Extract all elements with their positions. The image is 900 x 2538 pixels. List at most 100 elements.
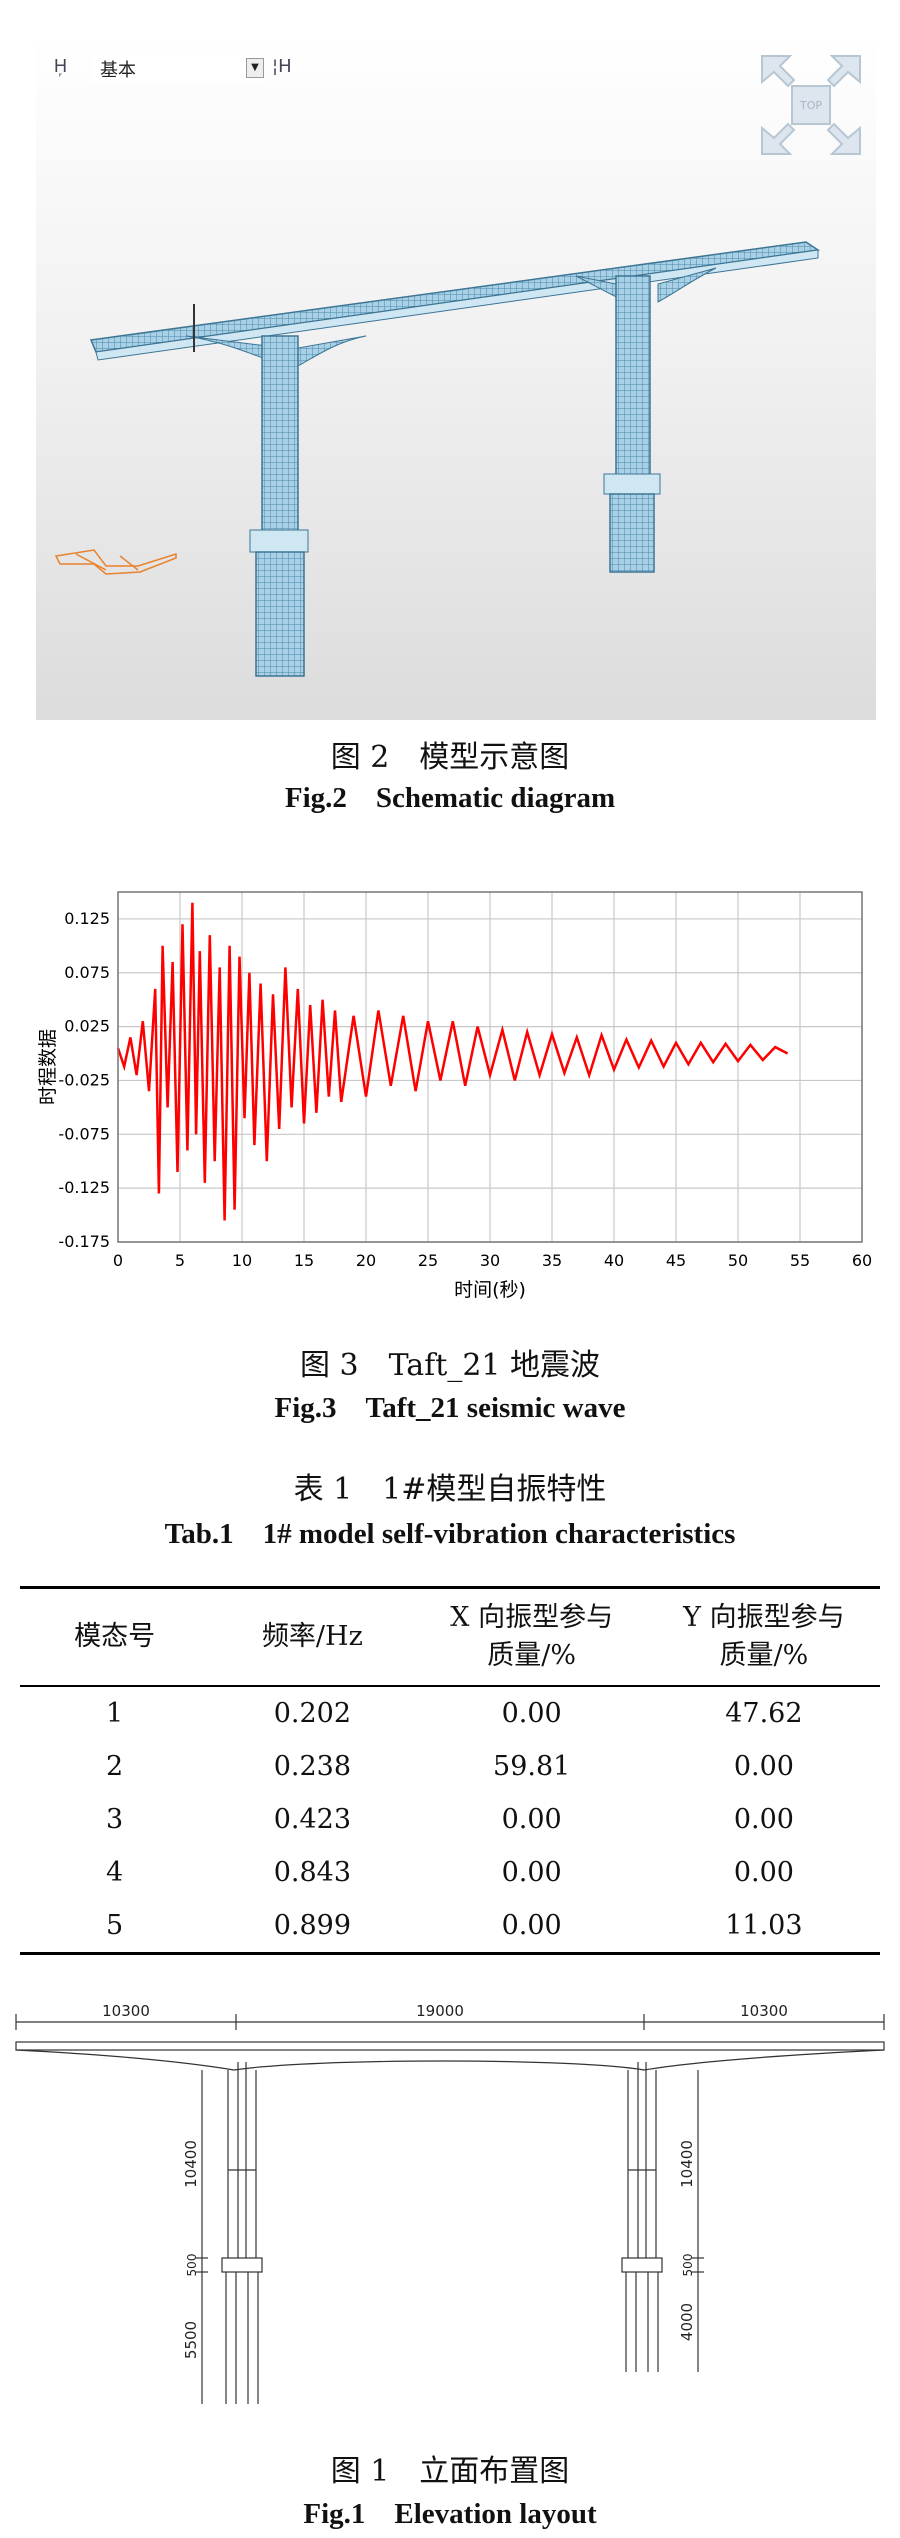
figure3-caption-cn: 图 3 Taft_21 地震波 <box>299 1348 601 1383</box>
deck-outline <box>15 2041 885 2051</box>
pier-left <box>249 335 309 677</box>
elevation-drawing: 10300 19000 10300 10400 500 5500 10400 5… <box>15 2002 885 2404</box>
x-tick-label: 5 <box>175 1251 185 1270</box>
cell-mode: 5 <box>106 1910 124 1941</box>
cable-preview <box>54 549 177 575</box>
cell-frequency: 0.202 <box>273 1698 352 1729</box>
cell-frequency: 0.899 <box>273 1910 352 1941</box>
x-tick-label: 0 <box>113 1251 123 1270</box>
x-tick-label: 15 <box>294 1251 314 1270</box>
table1-title-cn: 表 1 1#模型自振特性 <box>293 1472 607 1507</box>
table-row: 4 0.843 0.00 0.00 <box>20 1846 880 1899</box>
col-header-x-mass-line2: 质量/% <box>487 1640 577 1671</box>
pier-right <box>603 275 661 573</box>
cell-y-mass: 0.00 <box>733 1751 794 1782</box>
x-tick-label: 45 <box>666 1251 686 1270</box>
cell-y-mass: 11.03 <box>725 1910 803 1941</box>
figure1-caption-en: Fig.1 Elevation layout <box>303 2498 597 2530</box>
dim-label-left-pile: 5500 <box>182 2321 200 2359</box>
table-row: 1 0.202 0.00 47.62 <box>20 1686 880 1740</box>
col-header-x-mass-line1: X 向振型参与 <box>450 1602 614 1633</box>
table-row: 3 0.423 0.00 0.00 <box>20 1793 880 1846</box>
chart-grid <box>117 892 863 1243</box>
table-row: 2 0.238 59.81 0.00 <box>20 1740 880 1793</box>
table-row: 5 0.899 0.00 11.03 <box>20 1899 880 1954</box>
x-tick-labels: 0 5 10 15 20 25 30 35 40 45 50 55 60 <box>113 1251 872 1270</box>
x-tick-label: 25 <box>418 1251 438 1270</box>
layer-select-value: 基本 <box>100 60 136 81</box>
cell-mode: 3 <box>106 1804 124 1835</box>
seismic-wave-chart: 0.1250.0750.025-0.025-0.075-0.125-0.175 … <box>37 891 872 1301</box>
col-header-x-mass: X 向振型参与 质量/% <box>416 1588 648 1687</box>
figure2-caption-cn: 图 2 模型示意图 <box>330 740 570 775</box>
x-tick-label: 55 <box>790 1251 810 1270</box>
x-tick-label: 20 <box>356 1251 376 1270</box>
dim-label-right-cap: 500 <box>681 2254 695 2277</box>
layer-settings-icon[interactable]: ¦H <box>272 56 292 77</box>
dim-label-right-pile: 4000 <box>678 2303 696 2341</box>
y-tick-label: -0.075 <box>58 1124 110 1143</box>
x-tick-label: 10 <box>232 1251 252 1270</box>
figure1-caption-cn: 图 1 立面布置图 <box>330 2454 570 2489</box>
cell-frequency: 0.238 <box>273 1751 352 1782</box>
plot-frame <box>117 891 863 1243</box>
pier-right-elevation <box>621 2062 663 2372</box>
cell-mode: 4 <box>106 1857 124 1888</box>
view-cube-face[interactable] <box>791 85 831 125</box>
bridge-model <box>54 241 821 677</box>
view-arrow-icon[interactable] <box>761 55 796 88</box>
dim-label-left-pier: 10400 <box>182 2140 200 2188</box>
model-viewport[interactable]: H᷊ 基本 ▼ ¦H TOP <box>36 36 876 720</box>
dim-label-top-left: 10300 <box>102 2002 150 2020</box>
view-cube[interactable]: TOP <box>756 50 866 160</box>
cell-mode: 1 <box>106 1698 124 1729</box>
cell-y-mass: 47.62 <box>725 1698 803 1729</box>
col-header-frequency: 频率/Hz <box>261 1621 363 1652</box>
y-tick-label: 0.025 <box>64 1017 110 1036</box>
y-tick-label: -0.125 <box>58 1178 110 1197</box>
dim-label-right-pier: 10400 <box>678 2140 696 2188</box>
cell-x-mass: 0.00 <box>501 1804 562 1835</box>
cell-x-mass: 59.81 <box>493 1751 571 1782</box>
cell-y-mass: 0.00 <box>733 1804 794 1835</box>
x-tick-label: 40 <box>604 1251 624 1270</box>
col-header-y-mass-line2: 质量/% <box>719 1640 809 1671</box>
y-tick-labels: 0.125 0.075 0.025 -0.025 -0.075 -0.125 -0.175 <box>58 909 110 1251</box>
y-tick-label: 0.075 <box>64 963 110 982</box>
y-tick-label: -0.175 <box>58 1232 110 1251</box>
view-arrow-icon[interactable] <box>826 122 861 155</box>
deck-girder <box>89 241 821 367</box>
layer-icon[interactable]: H᷊ <box>54 56 67 77</box>
y-tick-label: -0.025 <box>58 1070 110 1089</box>
cell-frequency: 0.423 <box>273 1804 352 1835</box>
series-line <box>116 902 789 1221</box>
x-axis-label: 时间(秒) <box>454 1279 526 1301</box>
dim-label-top-right: 10300 <box>740 2002 788 2020</box>
table-header-row: 模态号 频率/Hz X 向振型参与 质量/% Y 向振型参与 质量/% <box>20 1587 880 1687</box>
chevron-down-icon[interactable]: ▼ <box>246 58 264 78</box>
layer-select[interactable]: 基本 ▼ <box>92 54 264 82</box>
dim-label-top-middle: 19000 <box>416 2002 464 2020</box>
col-header-y-mass-line1: Y 向振型参与 <box>683 1602 845 1633</box>
view-arrow-icon[interactable] <box>826 55 861 88</box>
table1-title-en: Tab.1 1# model self-vibration characteri… <box>164 1518 736 1550</box>
y-tick-label: 0.125 <box>64 909 110 928</box>
pier-left-elevation <box>221 2062 263 2404</box>
view-arrow-icon[interactable] <box>761 122 796 155</box>
view-cube-label: TOP <box>799 99 822 112</box>
x-tick-label: 35 <box>542 1251 562 1270</box>
cell-x-mass: 0.00 <box>501 1698 562 1729</box>
col-header-mode: 模态号 <box>74 1621 156 1652</box>
x-tick-label: 60 <box>852 1251 872 1270</box>
figure3-caption-en: Fig.3 Taft_21 seismic wave <box>274 1392 626 1424</box>
cell-frequency: 0.843 <box>273 1857 352 1888</box>
cell-y-mass: 0.00 <box>733 1857 794 1888</box>
dim-label-left-cap: 500 <box>185 2254 199 2277</box>
figure2-caption-en: Fig.2 Schematic diagram <box>284 782 616 814</box>
y-axis-label: 时程数据 <box>37 1029 59 1105</box>
cell-x-mass: 0.00 <box>501 1910 562 1941</box>
cell-x-mass: 0.00 <box>501 1857 562 1888</box>
x-tick-label: 30 <box>480 1251 500 1270</box>
modal-characteristics-table: 模态号 频率/Hz X 向振型参与 质量/% Y 向振型参与 质量/% 1 0.… <box>20 1586 880 1955</box>
col-header-y-mass: Y 向振型参与 质量/% <box>648 1588 880 1687</box>
